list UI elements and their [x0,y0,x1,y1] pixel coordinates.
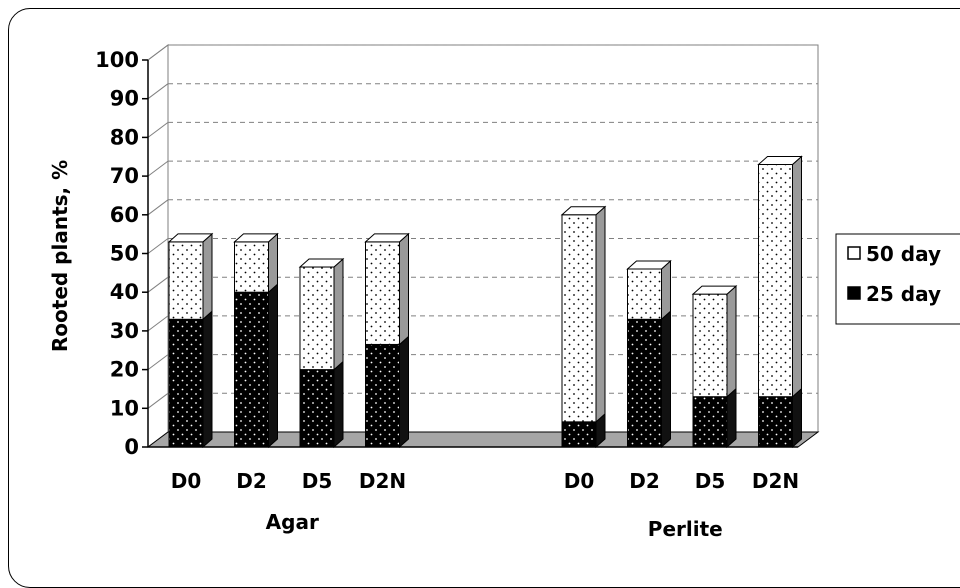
bar-50-day-side [333,257,344,371]
stacked-bar-chart: 0 10 20 30 40 50 60 70 80 90 100 D0 D2 D5 D2N D0 D2 D5 D2… [48,44,960,540]
bar-25-day-front [365,343,400,448]
bar-50-day-front [365,241,400,345]
bar-50-day [233,232,279,294]
bar-25-day-side [202,310,213,449]
axes [142,59,798,448]
bar-50-day [364,232,410,346]
bar-25-day [168,310,213,449]
group-labels: Agar Perlite [266,510,723,540]
bar-25-day [299,360,344,449]
bar-25-day-front [758,396,793,448]
bar-25-day [627,310,671,449]
x-tick-label: D2N [359,469,406,493]
y-tick-label: 50 [110,242,139,266]
y-tick-label: 60 [110,203,139,227]
x-tick-label: D2 [629,469,660,493]
bar-25-day-front [692,396,728,448]
bar-50-day-top [298,258,345,268]
gridline-side [147,392,169,409]
x-tick-label: D0 [171,469,202,493]
bar-50-day-top [560,206,607,216]
bar-50-day-side [399,232,409,346]
bar-25-day [758,387,802,449]
bar-25-day-side [333,360,344,449]
gridline-side [147,44,169,61]
bar-50-day-top [626,260,672,270]
bar-50-day-front [627,268,662,320]
bar-25-day [365,335,409,449]
bar-25-day-front [299,369,335,448]
legend-swatch [847,246,861,260]
bar-50-day-top [233,233,279,243]
bar-50-day-front [168,241,204,320]
bar-50-day-side [268,232,278,294]
bar-50-day-front [299,266,335,371]
legend-swatch [847,286,861,300]
bar-50-day-front [692,293,728,398]
bar-25-day-side [268,283,278,449]
bar-50-day [691,285,738,398]
gridline-side [147,238,169,254]
legend-label: 25 day [866,282,941,306]
y-tick-label: 20 [110,358,139,382]
gridline-side [147,199,169,216]
x-tick-label: D5 [695,469,726,493]
bar-50-day-side [792,155,802,398]
gridline-side [147,83,169,100]
x-tick-label: D5 [302,469,333,493]
bar-25-day-side [726,387,737,449]
bar-50-day-top [364,233,410,243]
group-label: Perlite [648,517,723,540]
bar-50-day [560,205,607,423]
bar-series [167,155,803,449]
gridline-side [147,354,169,371]
bar-25-day [561,412,606,449]
x-tick-label: D2N [752,469,799,493]
bar-25-day-front [561,421,597,448]
y-tick-label: 80 [110,125,139,149]
bar-50-day [626,259,672,321]
bar-50-day-top [167,233,214,243]
gridline-side [147,122,169,138]
bar-50-day [757,155,803,398]
bar-50-day-front [234,241,269,293]
bar-50-day-front [561,214,597,423]
y-tick-label: 70 [110,164,139,188]
group-label: Agar [266,510,319,534]
y-tick-label: 0 [124,435,139,459]
bar-50-day-top [757,155,803,165]
bar-25-day-front [168,318,204,448]
gridline-side [147,160,169,177]
y-tick-label: 40 [110,280,139,304]
bar-50-day-front [758,163,793,398]
y-tick-label: 100 [95,48,139,72]
y-tick-label: 10 [110,396,139,420]
bar-25-day-side [792,387,802,449]
y-tick-labels: 0 10 20 30 40 50 60 70 80 90 100 [95,48,139,459]
bar-25-day-side [399,335,409,449]
gridline-side [147,315,169,332]
bar-50-day [298,257,345,371]
bar-25-day-front [627,318,662,448]
y-tick-label: 30 [110,319,139,343]
x-tick-labels: D0 D2 D5 D2N D0 D2 D5 D2N [171,469,799,493]
x-tick-label: D0 [564,469,595,493]
legend-label: 50 day [866,242,941,266]
bar-25-day [234,283,278,449]
legend: 50 day 25 day [835,233,960,325]
x-tick-label: D2 [236,469,267,493]
bar-25-day [692,387,737,449]
bar-25-day-front [234,291,269,448]
bar-25-day-side [661,310,671,449]
y-tick-label: 90 [110,87,139,111]
bar-50-day-side [202,232,213,321]
bar-50-day [167,232,214,321]
gridline-side [147,276,169,293]
bar-50-day-side [661,259,671,321]
y-axis-title: Rooted plants, % [48,160,72,352]
bar-50-day-side [726,285,737,398]
bar-50-day-side [595,205,606,423]
bar-50-day-top [691,285,738,295]
